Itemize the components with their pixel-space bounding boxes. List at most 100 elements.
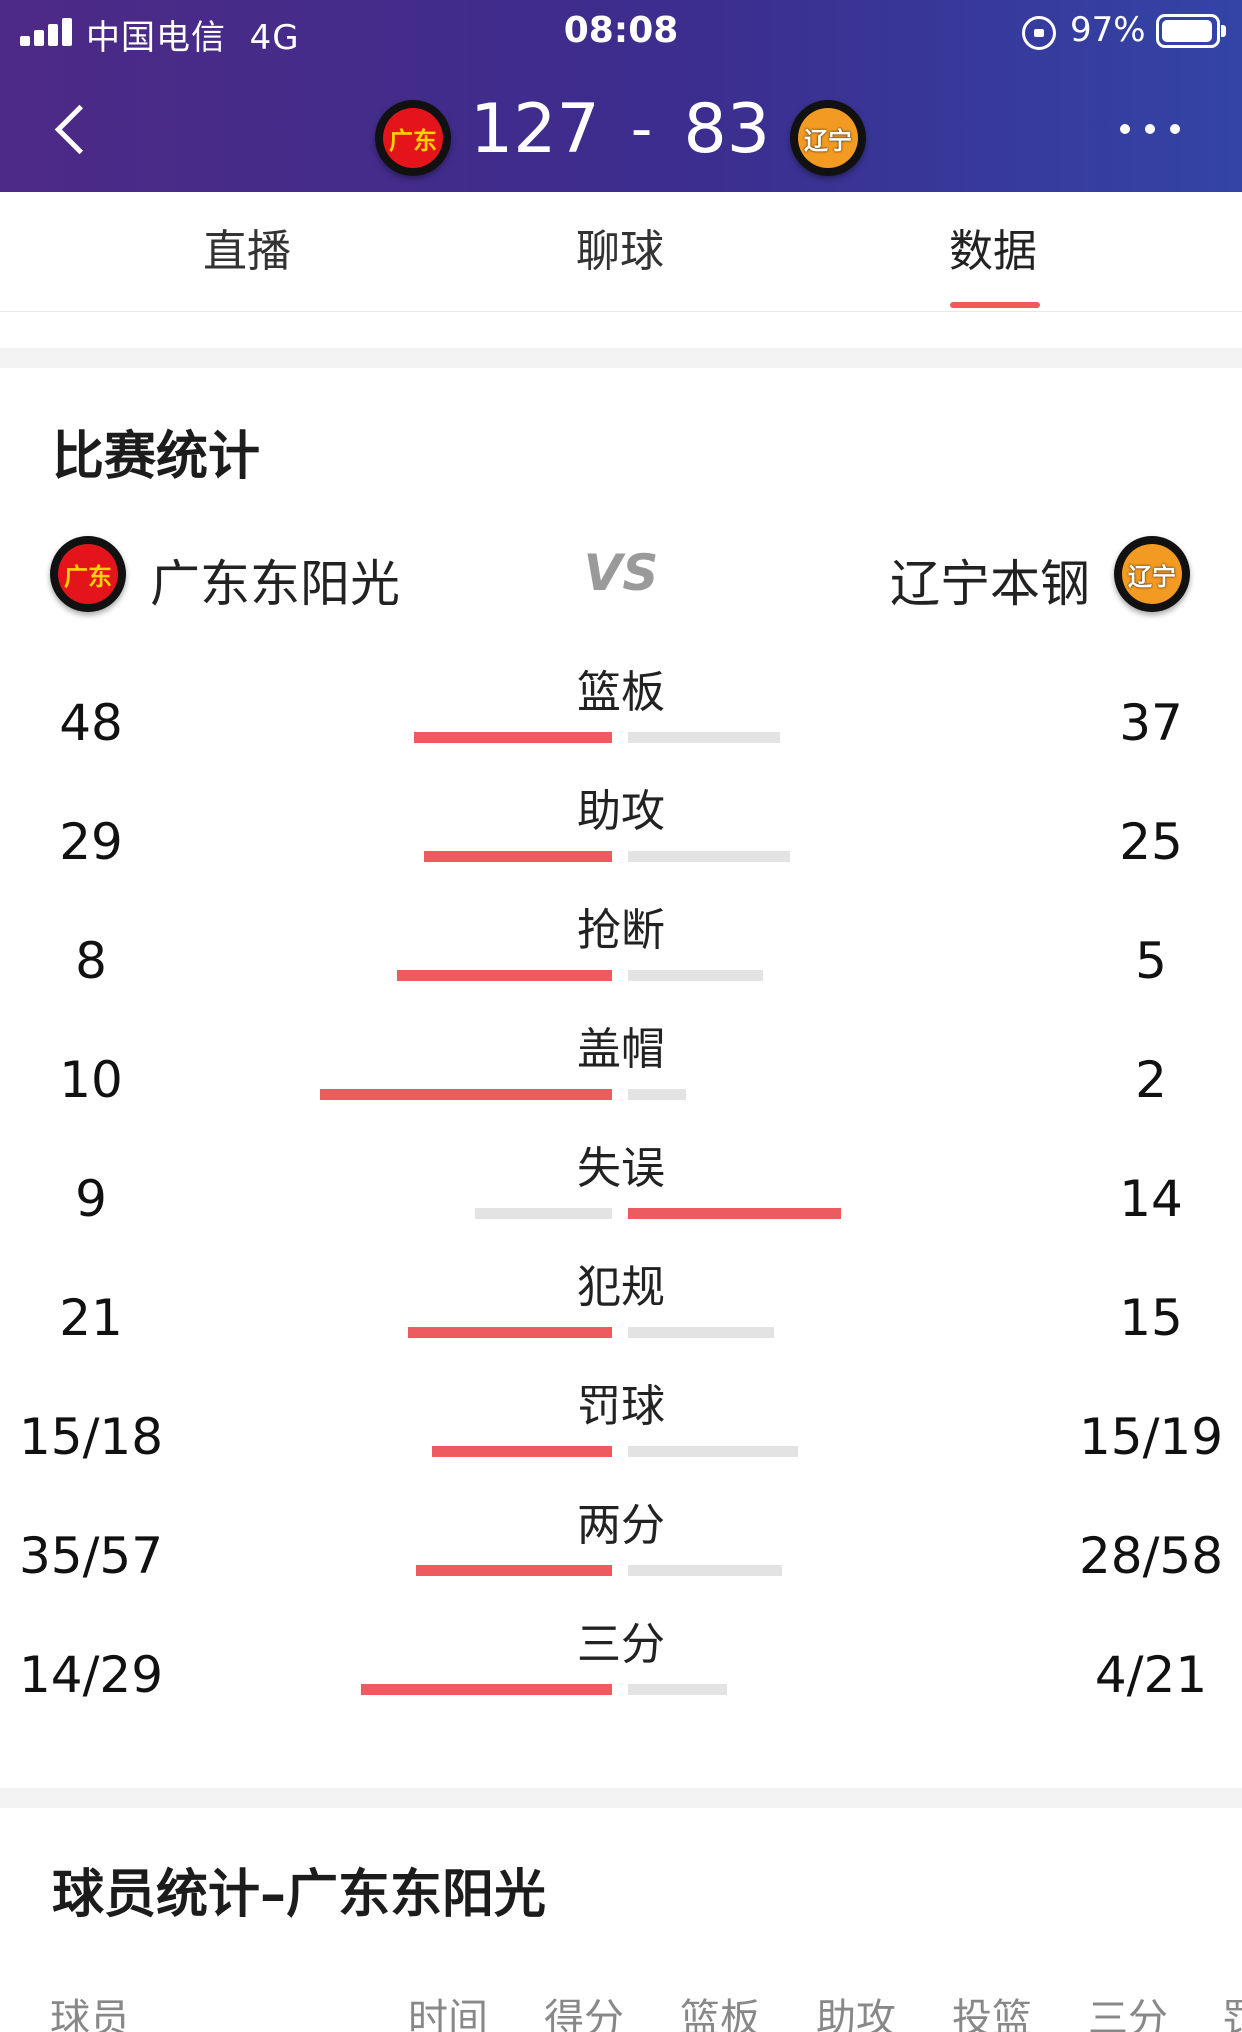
stat-away-value: 14 [1119, 1170, 1183, 1228]
carrier-label: 中国电信 4G [86, 10, 300, 59]
stat-home-value: 9 [75, 1170, 107, 1228]
home-team-name: 广东东阳光 [150, 555, 400, 613]
stat-label: 三分 [577, 1619, 665, 1670]
stat-home-value: 14/29 [18, 1646, 164, 1704]
stat-away-value: 15/19 [1078, 1408, 1224, 1466]
column-three-pointers[interactable]: 三分 [1088, 1996, 1168, 2032]
stat-home-value: 29 [59, 813, 123, 871]
battery-icon [1156, 14, 1226, 48]
carrier-name: 中国电信 [86, 18, 226, 58]
away-team-name: 辽宁本钢 [890, 555, 1090, 613]
tab-bar: 直播 聊球 数据 [0, 192, 1242, 312]
section-divider [0, 1788, 1242, 1808]
stat-home-value: 35/57 [18, 1527, 164, 1585]
column-field-goals[interactable]: 投篮 [952, 1996, 1032, 2032]
teams-row: 广东 广东东阳光 VS 辽宁本钢 辽宁 [0, 532, 1242, 618]
stat-away-value: 15 [1119, 1289, 1183, 1347]
away-team-logo: 辽宁 [790, 100, 866, 176]
stat-home-bar [397, 970, 612, 981]
stat-label: 盖帽 [577, 1024, 665, 1075]
stat-away-bar [628, 1208, 841, 1219]
tab-live[interactable]: 直播 [203, 226, 291, 277]
stat-away-bar [628, 851, 790, 862]
signal-strength-icon [20, 18, 74, 46]
nav-bar: 广东 127 - 83 辽宁 [0, 64, 1242, 192]
stat-away-bar [628, 1565, 782, 1576]
stat-away-value: 4/21 [1094, 1646, 1208, 1704]
stat-row-steals: 抢断 8 5 [0, 894, 1242, 1013]
more-options-icon[interactable] [1120, 124, 1180, 136]
away-team-logo-text: 辽宁 [798, 108, 858, 168]
active-tab-indicator [950, 302, 1040, 308]
stat-home-bar [475, 1208, 612, 1219]
stat-away-bar [628, 1089, 686, 1100]
battery-percent: 97% [1070, 10, 1146, 50]
stat-label: 抢断 [577, 905, 665, 956]
column-player: 球员 [50, 1996, 130, 2032]
stat-away-value: 37 [1119, 694, 1183, 752]
column-free-throws[interactable]: 罚 [1222, 1986, 1242, 2032]
stat-home-value: 8 [75, 932, 107, 990]
stat-home-bar [432, 1446, 612, 1457]
status-bar: 中国电信 4G 08:08 97% [0, 0, 1242, 64]
player-stats-title: 球员统计–广东东阳光 [52, 1865, 547, 1925]
stat-label: 失误 [577, 1143, 665, 1194]
stat-row-rebounds: 篮板 48 37 [0, 656, 1242, 775]
scoreline: 127 - 83 [470, 90, 770, 169]
away-team-logo-text: 辽宁 [1122, 544, 1182, 604]
stat-away-value: 25 [1119, 813, 1183, 871]
stat-home-bar [408, 1327, 612, 1338]
stat-home-bar [414, 732, 612, 743]
battery-fill [1162, 20, 1212, 42]
back-arrow-icon[interactable] [50, 106, 94, 150]
stat-home-bar [416, 1565, 612, 1576]
stat-label: 篮板 [577, 667, 665, 718]
home-team-logo: 广东 [375, 100, 451, 176]
stat-away-value: 28/58 [1078, 1527, 1224, 1585]
stat-label: 罚球 [577, 1381, 665, 1432]
stat-home-bar [361, 1684, 612, 1695]
home-team-logo: 广东 [50, 536, 126, 612]
stat-label: 两分 [577, 1500, 665, 1551]
stat-away-bar [628, 1327, 774, 1338]
tab-data[interactable]: 数据 [949, 226, 1037, 277]
away-team-logo: 辽宁 [1114, 536, 1190, 612]
section-divider [0, 348, 1242, 368]
stat-away-bar [628, 1684, 727, 1695]
stat-home-value: 15/18 [18, 1408, 164, 1466]
stat-row-two-pointers: 两分 35/57 28/58 [0, 1489, 1242, 1608]
network-type: 4G [249, 18, 300, 58]
stat-home-bar [424, 851, 612, 862]
column-assists[interactable]: 助攻 [816, 1996, 896, 2032]
tab-chat[interactable]: 聊球 [576, 226, 664, 277]
stat-label: 犯规 [577, 1262, 665, 1313]
stat-away-bar [628, 970, 763, 981]
stat-home-bar [320, 1089, 612, 1100]
stat-row-turnovers: 失误 9 14 [0, 1132, 1242, 1251]
column-rebounds[interactable]: 篮板 [680, 1996, 760, 2032]
stat-row-three-pointers: 三分 14/29 4/21 [0, 1608, 1242, 1727]
stat-home-value: 48 [59, 694, 123, 752]
stat-row-free-throws: 罚球 15/18 15/19 [0, 1370, 1242, 1489]
stat-label: 助攻 [577, 786, 665, 837]
stat-row-blocks: 盖帽 10 2 [0, 1013, 1242, 1132]
stat-away-value: 5 [1135, 932, 1167, 990]
stat-away-value: 2 [1135, 1051, 1167, 1109]
rotation-lock-icon [1022, 16, 1056, 50]
home-score: 127 [470, 89, 600, 169]
home-team-logo-text: 广东 [383, 108, 443, 168]
column-points[interactable]: 得分 [544, 1996, 624, 2032]
stat-row-fouls: 犯规 21 15 [0, 1251, 1242, 1370]
stat-home-value: 21 [59, 1289, 123, 1347]
away-score: 83 [683, 89, 770, 169]
stat-row-assists: 助攻 29 25 [0, 775, 1242, 894]
stat-away-bar [628, 732, 780, 743]
stat-away-bar [628, 1446, 798, 1457]
player-stats-header: 球员 时间 得分 篮板 助攻 投篮 三分 罚 [0, 1986, 1242, 2032]
stat-home-value: 10 [59, 1051, 123, 1109]
score-separator: - [630, 94, 653, 164]
home-team-logo-text: 广东 [58, 544, 118, 604]
match-stats-title: 比赛统计 [52, 427, 261, 487]
match-header: 中国电信 4G 08:08 97% 广东 127 - 83 辽宁 [0, 0, 1242, 192]
column-minutes[interactable]: 时间 [408, 1996, 488, 2032]
